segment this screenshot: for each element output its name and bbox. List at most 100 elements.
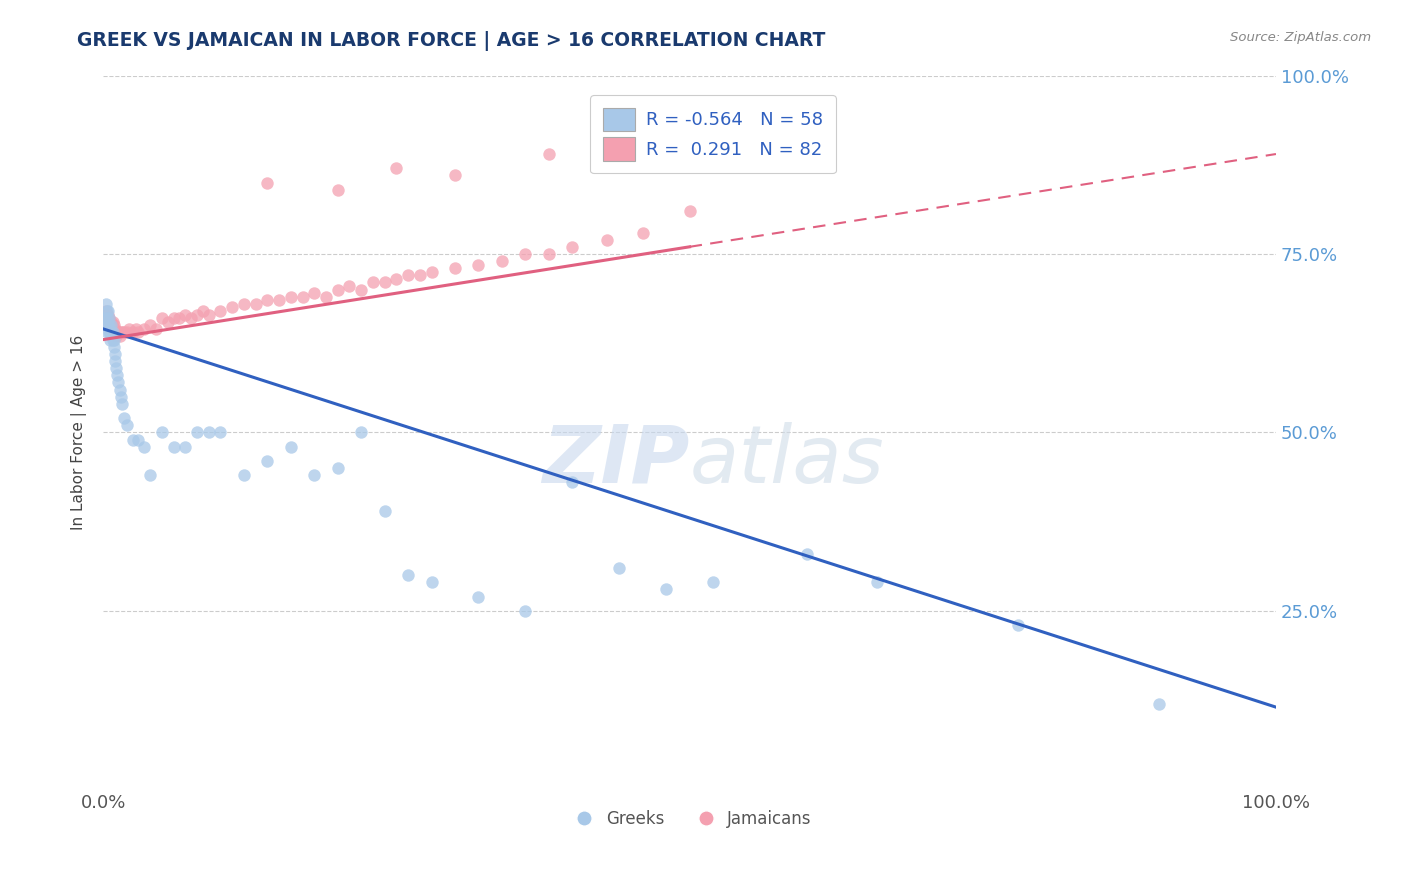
Point <box>162 311 184 326</box>
Point <box>101 322 124 336</box>
Point <box>1147 697 1170 711</box>
Point <box>105 329 128 343</box>
Point <box>98 333 121 347</box>
Point <box>93 308 115 322</box>
Point <box>108 383 131 397</box>
Point <box>174 440 197 454</box>
Point <box>110 390 132 404</box>
Point <box>145 322 167 336</box>
Point <box>607 561 630 575</box>
Point <box>107 326 129 340</box>
Point <box>191 304 214 318</box>
Point <box>94 304 117 318</box>
Point <box>256 293 278 308</box>
Point <box>186 308 208 322</box>
Point <box>100 318 122 333</box>
Text: GREEK VS JAMAICAN IN LABOR FORCE | AGE > 16 CORRELATION CHART: GREEK VS JAMAICAN IN LABOR FORCE | AGE >… <box>77 31 825 51</box>
Point <box>96 311 118 326</box>
Point <box>866 575 889 590</box>
Point <box>156 315 179 329</box>
Point <box>796 547 818 561</box>
Point <box>98 311 121 326</box>
Point <box>350 283 373 297</box>
Point <box>104 322 127 336</box>
Point <box>97 311 120 326</box>
Point <box>269 293 291 308</box>
Point <box>103 326 125 340</box>
Point <box>150 311 173 326</box>
Point <box>104 354 127 368</box>
Point <box>98 318 121 333</box>
Point <box>98 326 121 340</box>
Point <box>97 304 120 318</box>
Point <box>96 318 118 333</box>
Point <box>162 440 184 454</box>
Point <box>94 297 117 311</box>
Point <box>420 265 443 279</box>
Point <box>94 318 117 333</box>
Point <box>596 233 619 247</box>
Point <box>326 283 349 297</box>
Point <box>233 297 256 311</box>
Point <box>444 261 467 276</box>
Point <box>93 311 115 326</box>
Point <box>256 454 278 468</box>
Point <box>396 568 419 582</box>
Point <box>537 147 560 161</box>
Point <box>105 326 128 340</box>
Legend: Greeks, Jamaicans: Greeks, Jamaicans <box>561 803 818 834</box>
Point <box>134 322 156 336</box>
Point <box>221 301 243 315</box>
Point <box>96 304 118 318</box>
Text: atlas: atlas <box>689 422 884 500</box>
Point <box>134 440 156 454</box>
Point <box>108 329 131 343</box>
Point <box>150 425 173 440</box>
Point <box>561 475 583 490</box>
Point <box>111 326 134 340</box>
Point <box>280 440 302 454</box>
Point <box>409 268 432 283</box>
Point <box>103 340 125 354</box>
Point <box>180 311 202 326</box>
Point <box>127 433 149 447</box>
Point <box>121 433 143 447</box>
Point <box>385 272 408 286</box>
Point <box>121 326 143 340</box>
Point <box>304 286 326 301</box>
Point <box>98 311 121 326</box>
Point <box>97 315 120 329</box>
Point <box>186 425 208 440</box>
Point <box>97 318 120 333</box>
Point <box>515 604 537 618</box>
Point <box>291 290 314 304</box>
Point <box>100 318 122 333</box>
Point <box>655 582 678 597</box>
Point <box>396 268 419 283</box>
Point <box>127 326 149 340</box>
Point <box>702 575 724 590</box>
Point <box>101 315 124 329</box>
Point <box>96 308 118 322</box>
Point <box>245 297 267 311</box>
Point <box>98 315 121 329</box>
Text: ZIP: ZIP <box>543 422 689 500</box>
Y-axis label: In Labor Force | Age > 16: In Labor Force | Age > 16 <box>72 334 87 530</box>
Point <box>98 318 121 333</box>
Point <box>104 347 127 361</box>
Point <box>103 318 125 333</box>
Point <box>105 368 128 383</box>
Point <box>374 504 396 518</box>
Point <box>98 322 121 336</box>
Point <box>103 333 125 347</box>
Point <box>280 290 302 304</box>
Point <box>104 326 127 340</box>
Point <box>96 326 118 340</box>
Point <box>197 425 219 440</box>
Point <box>350 425 373 440</box>
Point <box>467 590 489 604</box>
Point <box>304 468 326 483</box>
Point <box>98 326 121 340</box>
Point <box>101 333 124 347</box>
Point <box>115 326 138 340</box>
